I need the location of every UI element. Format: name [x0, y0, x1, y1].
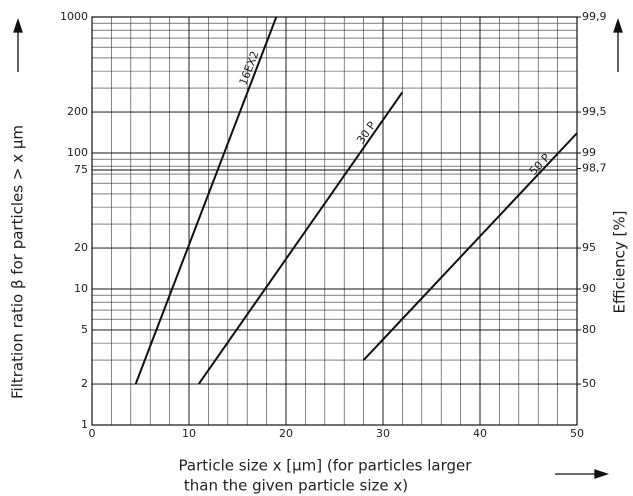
y2-tick-label: 98,7: [582, 161, 607, 174]
y2-axis-label: Efficiency [%]: [611, 211, 629, 314]
y-tick-label: 1000: [60, 10, 88, 23]
y2-tick-label: 90: [582, 282, 596, 295]
y2-tick-label: 80: [582, 323, 596, 336]
y-tick-label: 10: [74, 282, 88, 295]
x-tick-label: 0: [89, 427, 96, 440]
y-tick-label: 75: [74, 163, 88, 176]
y-tick-label: 5: [81, 323, 88, 336]
y-tick-label: 2: [81, 377, 88, 390]
x-tick-label: 30: [376, 427, 390, 440]
plot-frame: [91, 16, 578, 426]
y2-tick-label: 99,5: [582, 105, 607, 118]
series-line: [362, 132, 578, 361]
x-axis-label: than the given particle size x): [184, 477, 408, 495]
series-label: 16EX2: [237, 49, 262, 87]
y-tick-label: 1: [81, 418, 88, 431]
y-axis-label: Filtration ratio β for particles > x µm: [9, 125, 27, 399]
series-line: [134, 16, 278, 385]
y2-tick-label: 95: [582, 241, 596, 254]
y2-tick-label: 99,9: [582, 10, 607, 23]
x-tick-label: 40: [473, 427, 487, 440]
x-tick-label: 20: [279, 427, 293, 440]
x-tick-label: 10: [182, 427, 196, 440]
x-axis-label: Particle size x [µm] (for particles larg…: [179, 457, 473, 475]
y2-tick-label: 50: [582, 377, 596, 390]
x-tick-label: 50: [570, 427, 584, 440]
y-tick-label: 20: [74, 241, 88, 254]
y2-tick-label: 99: [582, 146, 596, 159]
series-line: [197, 91, 404, 385]
y-tick-label: 200: [67, 105, 88, 118]
arrows: [13, 17, 623, 479]
y-tick-label: 100: [67, 146, 88, 159]
